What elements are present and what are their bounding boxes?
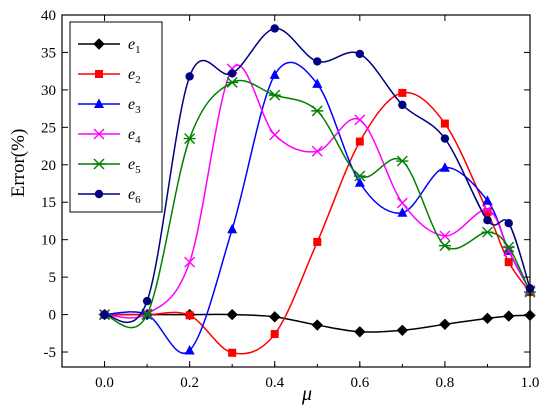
legend-marker-e2 <box>95 70 103 78</box>
data-point-e2 <box>398 88 407 97</box>
y-axis-label: Error(%) <box>8 129 29 198</box>
data-point-e2 <box>440 119 449 128</box>
data-point-e1 <box>503 310 515 322</box>
data-point-e5 <box>396 155 409 167</box>
data-point-e5 <box>311 105 324 117</box>
data-point-e2 <box>228 348 237 357</box>
data-point-e3 <box>227 223 238 234</box>
legend-marker-e5 <box>93 158 105 170</box>
legend-subscript: 5 <box>135 164 141 176</box>
data-point-e4 <box>439 230 451 242</box>
data-point-e6 <box>227 69 237 78</box>
data-point-e2 <box>313 237 322 246</box>
legend-subscript: 2 <box>135 74 141 86</box>
data-point-e5 <box>481 226 494 238</box>
y-tick-label: 0 <box>49 308 57 324</box>
data-point-e6 <box>398 100 407 110</box>
data-point-e3 <box>269 69 280 79</box>
data-point-e4 <box>184 256 196 268</box>
data-point-e5 <box>268 89 281 101</box>
data-point-e3 <box>184 345 195 355</box>
data-point-e5 <box>226 76 239 88</box>
data-point-e4 <box>354 114 366 126</box>
x-tick-label: 1.0 <box>521 375 540 391</box>
data-point-e5 <box>183 133 196 145</box>
data-point-e2 <box>270 330 279 339</box>
x-tick-label: 0.6 <box>350 375 369 391</box>
data-point-e2 <box>504 258 513 267</box>
y-tick-label: 20 <box>41 158 56 174</box>
legend-subscript: 3 <box>135 104 141 116</box>
data-point-e4 <box>481 204 493 216</box>
data-point-e4 <box>311 145 323 157</box>
data-point-e1 <box>354 326 366 338</box>
data-point-e6 <box>355 49 365 59</box>
data-point-e5 <box>438 240 451 252</box>
data-point-e1 <box>396 324 409 337</box>
y-tick-label: 10 <box>41 233 56 249</box>
x-axis-label: μ <box>301 383 312 405</box>
data-point-e6 <box>313 57 322 66</box>
data-point-e2 <box>355 137 364 146</box>
y-tick-label: 5 <box>49 270 57 286</box>
data-point-e1 <box>481 312 494 325</box>
y-tick-label: 30 <box>41 83 56 99</box>
y-tick-label: -5 <box>44 345 57 361</box>
data-point-e4 <box>269 129 281 141</box>
legend-marker-e4 <box>93 128 105 140</box>
x-tick-label: 0.2 <box>180 375 199 391</box>
legend-box <box>69 21 163 213</box>
data-point-e6 <box>142 296 152 306</box>
series-line-e5 <box>104 79 531 329</box>
data-point-e1 <box>226 308 238 321</box>
x-tick-label: 0.4 <box>265 375 284 391</box>
y-tick-label: 25 <box>41 120 56 136</box>
series-line-e6 <box>104 27 531 324</box>
data-point-e3 <box>397 207 408 217</box>
data-point-e1 <box>269 311 281 323</box>
plot-frame <box>61 14 531 368</box>
data-point-e5 <box>502 241 515 253</box>
data-point-e3 <box>482 195 493 205</box>
data-point-e2 <box>185 311 194 320</box>
data-point-e6 <box>440 134 450 143</box>
data-point-e2 <box>483 207 492 216</box>
data-point-e4 <box>396 197 408 209</box>
y-tick-label: 15 <box>41 195 56 211</box>
data-point-e6 <box>100 310 109 319</box>
x-tick-label: 0.8 <box>436 375 455 391</box>
data-point-e3 <box>354 177 365 187</box>
data-point-e6 <box>270 24 279 33</box>
data-point-e5 <box>141 309 154 321</box>
data-point-e6 <box>185 72 194 81</box>
legend-marker-e1 <box>93 38 105 50</box>
data-point-e3 <box>312 78 323 88</box>
y-tick-label: 40 <box>41 8 56 24</box>
y-tick-label: 35 <box>41 45 56 61</box>
x-tick-label: 0.0 <box>95 375 114 391</box>
legend-subscript: 1 <box>135 44 141 56</box>
data-point-e6 <box>483 216 492 225</box>
legend-subscript: 6 <box>135 194 141 206</box>
data-point-e3 <box>439 162 450 172</box>
legend-subscript: 4 <box>135 134 141 146</box>
plot-area <box>98 24 536 357</box>
data-point-e1 <box>439 318 451 331</box>
legend-marker-e6 <box>94 189 104 199</box>
data-point-e5 <box>353 170 366 182</box>
data-point-e1 <box>311 319 323 331</box>
series-line-e3 <box>104 61 531 354</box>
data-point-e6 <box>504 219 513 228</box>
legend-marker-e3 <box>94 98 104 108</box>
